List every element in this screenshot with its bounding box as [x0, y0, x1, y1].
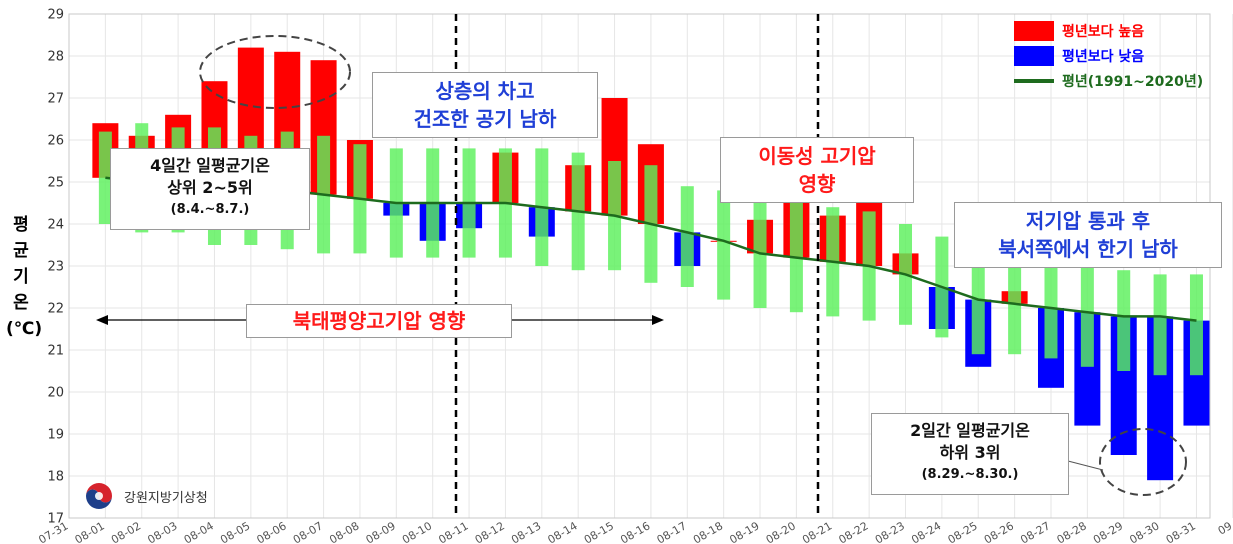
range-bar-08-18 [717, 190, 731, 300]
y-axis-label-char: 기 [13, 267, 29, 287]
x-tick-label: 08-11 [436, 519, 470, 544]
y-tick-label: 28 [47, 50, 64, 65]
legend-item-above: 평년보다 높음 [1014, 18, 1203, 43]
y-tick-label: 22 [47, 302, 64, 317]
x-tick-label: 08-29 [1091, 519, 1125, 544]
x-tick-label: 08-25 [946, 519, 980, 544]
x-tick-label: 08-21 [800, 519, 834, 544]
y-tick-label: 23 [47, 260, 64, 275]
range-bar-08-28 [1080, 266, 1094, 367]
x-tick-label: 08-20 [764, 519, 798, 544]
y-axis-label-char: (℃) [6, 319, 43, 339]
y-axis-label-char: 균 [13, 241, 29, 261]
annotation-low-pressure-line: 저기압 통과 후 [1025, 209, 1151, 233]
annotation-migratory-high: 이동성 고기압 영향 [720, 137, 914, 203]
logo-text: 강원지방기상청 [124, 490, 208, 506]
annotation-low-pressure-line: 북서쪽에서 한기 남하 [998, 237, 1178, 261]
range-bar-08-29 [1117, 270, 1131, 371]
y-tick-label: 20 [47, 386, 64, 401]
x-tick-label: 08-18 [691, 519, 725, 544]
annotation-migratory-line: 이동성 고기압 [758, 144, 876, 168]
y-tick-label: 25 [47, 176, 64, 191]
annotation-cold-air-line: 상층의 차고 [435, 79, 535, 103]
legend: 평년보다 높음 평년보다 낮음 평년(1991~2020년) [1014, 18, 1203, 93]
x-tick-label: 08-19 [727, 519, 761, 544]
x-tick-label: 08-15 [582, 519, 616, 544]
kma-logo: 강원지방기상청 [82, 480, 208, 512]
annotation-top4: 4일간 일평균기온 상위 2~5위 (8.4.~8.7.) [110, 148, 310, 230]
x-tick-label: 08-26 [982, 519, 1016, 544]
taegeuk-icon [86, 483, 112, 509]
x-tick-label: 08-14 [545, 519, 579, 544]
y-axis-label: 평 균 기 온 (℃) [6, 212, 43, 342]
x-tick-label: 08-31 [1164, 519, 1198, 544]
y-tick-label: 21 [47, 344, 64, 359]
highlight-ellipse-top [199, 35, 351, 109]
annotation-bottom3-line: 하위 3위 [939, 443, 1001, 462]
x-tick-label: 08-09 [364, 519, 398, 544]
x-tick-labels: 07-31 08-01 08-02 08-03 08-04 08-05 08-06 08-07… [36, 519, 1233, 544]
arrow-head-left [96, 315, 108, 325]
x-tick-label: 08-28 [1055, 519, 1089, 544]
y-tick-label: 17 [47, 512, 64, 527]
pointer-line-bottom [1067, 460, 1104, 471]
y-axis-label-char: 온 [13, 293, 29, 313]
y-tick-label: 29 [47, 8, 64, 23]
annotation-bottom3-line: (8.29.~8.30.) [921, 467, 1019, 482]
x-tick-label: 08-22 [836, 519, 870, 544]
y-tick-labels: 17 18 19 20 21 22 23 24 25 26 27 28 29 [47, 8, 64, 527]
x-tick-label: 08-07 [291, 519, 325, 544]
x-tick-label: 08-30 [1127, 519, 1161, 544]
x-tick-label: 08-02 [109, 519, 143, 544]
annotation-migratory-line: 영향 [798, 172, 836, 196]
y-tick-label: 19 [47, 428, 64, 443]
y-tick-label: 24 [47, 218, 64, 233]
legend-item-normal: 평년(1991~2020년) [1014, 68, 1203, 93]
y-tick-label: 18 [47, 470, 64, 485]
annotation-pacific-high-text: 북태평양고기압 영향 [292, 309, 466, 333]
x-tick-label: 08-05 [218, 519, 252, 544]
legend-label-above: 평년보다 높음 [1062, 23, 1145, 40]
annotation-top4-line: 상위 2~5위 [167, 178, 253, 197]
x-tick-label: 08-27 [1018, 519, 1052, 544]
legend-swatch-blue [1014, 45, 1054, 66]
annotation-cold-air: 상층의 차고 건조한 공기 남하 [372, 72, 598, 138]
x-tick-label: 08-04 [182, 519, 216, 544]
highlight-ellipse-bottom [1099, 428, 1187, 496]
legend-label-normal: 평년(1991~2020년) [1062, 73, 1204, 90]
annotation-cold-air-line: 건조한 공기 남하 [413, 107, 557, 131]
x-tick-label: 08-23 [873, 519, 907, 544]
range-bar-08-30 [1153, 274, 1167, 376]
range-bar-08-31 [1189, 274, 1203, 376]
y-tick-label: 27 [47, 92, 64, 107]
annotation-low-pressure: 저기압 통과 후 북서쪽에서 한기 남하 [954, 202, 1222, 268]
legend-item-below: 평년보다 낮음 [1014, 43, 1203, 68]
legend-swatch-line [1014, 78, 1054, 83]
x-tick-label: 09 [1216, 519, 1233, 537]
x-tick-label: 08-03 [145, 519, 179, 544]
x-tick-label: 08-13 [509, 519, 543, 544]
annotation-top4-line: 4일간 일평균기온 [150, 156, 270, 175]
x-tick-label: 08-12 [473, 519, 507, 544]
range-bar-08-27 [1044, 261, 1058, 359]
annotation-bottom3-line: 2일간 일평균기온 [910, 421, 1030, 440]
x-tick-label: 08-17 [655, 519, 689, 544]
x-tick-label: 08-08 [327, 519, 361, 544]
y-axis-label-char: 평 [13, 215, 29, 235]
x-tick-label: 08-10 [400, 519, 434, 544]
x-tick-label: 08-16 [618, 519, 652, 544]
annotation-pacific-high: 북태평양고기압 영향 [246, 304, 512, 338]
annotation-bottom3: 2일간 일평균기온 하위 3위 (8.29.~8.30.) [871, 413, 1069, 495]
annotation-top4-line: (8.4.~8.7.) [170, 202, 250, 217]
x-tick-label: 08-06 [255, 519, 289, 544]
y-tick-label: 26 [47, 134, 64, 149]
arrow-head-right [652, 315, 664, 325]
range-bar-08-17 [680, 186, 694, 287]
x-tick-label: 08-01 [73, 519, 107, 544]
legend-label-below: 평년보다 낮음 [1062, 48, 1145, 65]
legend-swatch-red [1014, 20, 1054, 41]
x-tick-label: 08-24 [909, 519, 943, 544]
